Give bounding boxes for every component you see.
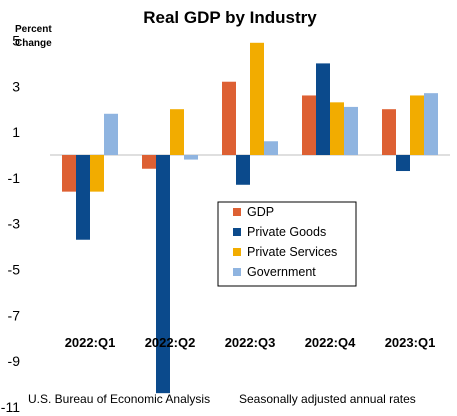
y-tick-label: -9 xyxy=(8,353,21,369)
bar-government-2022-q4 xyxy=(344,106,358,155)
legend-label: Private Services xyxy=(247,245,337,259)
footer-note: Seasonally adjusted annual rates xyxy=(239,392,416,406)
bar-private-goods-2022-q2 xyxy=(156,155,170,394)
bar-private-services-2022-q2 xyxy=(170,109,184,155)
bar-gdp-2022-q4 xyxy=(302,95,316,155)
y-tick-label: 5 xyxy=(12,33,20,49)
legend-swatch xyxy=(233,248,241,256)
legend: GDP Private Goods Private Services Governme… xyxy=(217,201,357,287)
bar-private-goods-2022-q1 xyxy=(76,155,90,240)
legend-swatch xyxy=(233,228,241,236)
bar-government-2023-q1 xyxy=(424,93,438,155)
footer-source: U.S. Bureau of Economic Analysis xyxy=(28,392,210,406)
y-tick-label: 3 xyxy=(12,78,20,94)
category-label: 2023:Q1 xyxy=(385,335,436,350)
y-axis-label-line1: Percent xyxy=(15,24,52,35)
bar-government-2022-q3 xyxy=(264,141,278,155)
y-tick-label: 1 xyxy=(12,124,20,140)
category-label: 2022:Q1 xyxy=(65,335,116,350)
bar-government-2022-q1 xyxy=(104,113,118,155)
category-label: 2022:Q3 xyxy=(225,335,276,350)
y-tick-label: -1 xyxy=(8,170,21,186)
y-tick-label: -11 xyxy=(1,399,20,415)
bar-gdp-2023-q1 xyxy=(382,109,396,155)
category-label: 2022:Q4 xyxy=(305,335,356,350)
chart-title: Real GDP by Industry xyxy=(143,8,317,27)
y-tick-label: -7 xyxy=(8,307,21,323)
legend-label: GDP xyxy=(247,205,274,219)
bar-private-services-2022-q3 xyxy=(250,42,264,155)
legend-swatch xyxy=(233,268,241,276)
bar-marks xyxy=(62,42,438,394)
bar-private-services-2023-q1 xyxy=(410,95,424,155)
bar-private-services-2022-q4 xyxy=(330,102,344,155)
legend-swatch xyxy=(233,208,241,216)
y-axis-label-line2: Change xyxy=(15,38,52,49)
legend-label: Government xyxy=(247,265,316,279)
category-label: 2022:Q2 xyxy=(145,335,196,350)
y-tick-label: -3 xyxy=(8,216,21,232)
bar-gdp-2022-q3 xyxy=(222,81,236,155)
bar-private-goods-2022-q4 xyxy=(316,63,330,155)
bar-gdp-2022-q2 xyxy=(142,155,156,169)
y-tick-label: -5 xyxy=(8,262,21,278)
category-labels: 2022:Q1 2022:Q2 2022:Q3 2022:Q4 2023:Q1 xyxy=(65,335,436,350)
bar-gdp-2022-q1 xyxy=(62,155,76,192)
bar-private-goods-2022-q3 xyxy=(236,155,250,185)
bar-private-services-2022-q1 xyxy=(90,155,104,192)
bar-government-2022-q2 xyxy=(184,155,198,160)
y-tick-labels: 5 3 1 -1 -3 -5 -7 -9 -11 xyxy=(1,33,20,415)
bar-private-goods-2023-q1 xyxy=(396,155,410,172)
legend-label: Private Goods xyxy=(247,225,326,239)
